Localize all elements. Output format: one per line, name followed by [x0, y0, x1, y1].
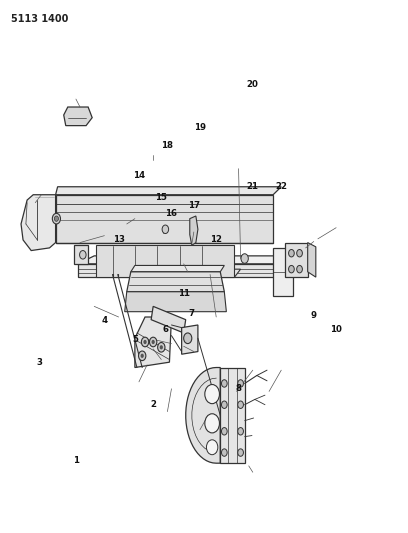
Text: 5113 1400: 5113 1400: [11, 14, 68, 24]
Polygon shape: [96, 269, 241, 277]
Polygon shape: [55, 195, 273, 243]
Circle shape: [149, 337, 157, 347]
Text: 22: 22: [275, 182, 287, 191]
Circle shape: [222, 449, 227, 456]
Circle shape: [238, 427, 244, 435]
Polygon shape: [125, 292, 226, 312]
Polygon shape: [135, 317, 171, 368]
Circle shape: [157, 343, 165, 352]
Text: 15: 15: [155, 193, 167, 202]
Circle shape: [205, 384, 220, 403]
Polygon shape: [190, 216, 198, 245]
Text: 11: 11: [177, 288, 190, 297]
Circle shape: [238, 379, 244, 387]
Text: 9: 9: [311, 311, 317, 320]
Polygon shape: [55, 187, 281, 195]
Text: 1: 1: [73, 456, 79, 465]
Polygon shape: [127, 272, 224, 292]
Circle shape: [144, 340, 146, 344]
Circle shape: [238, 449, 244, 456]
Polygon shape: [78, 256, 302, 264]
Text: 4: 4: [101, 316, 107, 325]
Text: 21: 21: [247, 182, 259, 191]
Text: 20: 20: [247, 80, 259, 89]
Text: 2: 2: [150, 400, 156, 409]
Circle shape: [162, 225, 169, 233]
Text: 10: 10: [330, 325, 342, 334]
Circle shape: [160, 345, 163, 350]
Polygon shape: [186, 368, 220, 463]
Polygon shape: [182, 325, 198, 354]
Polygon shape: [308, 243, 316, 277]
Circle shape: [288, 265, 294, 273]
Circle shape: [297, 249, 302, 257]
Text: 16: 16: [166, 209, 177, 218]
Circle shape: [139, 351, 146, 361]
Circle shape: [222, 427, 227, 435]
Polygon shape: [131, 265, 224, 272]
Text: 19: 19: [194, 123, 206, 132]
Circle shape: [206, 440, 218, 455]
Polygon shape: [78, 264, 285, 277]
Polygon shape: [96, 245, 235, 277]
Circle shape: [222, 401, 227, 408]
Circle shape: [142, 337, 149, 347]
Text: 18: 18: [162, 141, 173, 150]
Circle shape: [184, 333, 192, 344]
Polygon shape: [21, 195, 55, 251]
Text: 12: 12: [210, 236, 222, 245]
Circle shape: [297, 265, 302, 273]
Circle shape: [80, 251, 86, 259]
Text: 5: 5: [132, 335, 138, 344]
Polygon shape: [220, 368, 245, 463]
Polygon shape: [151, 306, 186, 333]
Text: 17: 17: [188, 201, 200, 210]
Polygon shape: [74, 245, 88, 264]
Text: 14: 14: [133, 171, 145, 180]
Text: 13: 13: [113, 236, 124, 245]
Circle shape: [151, 340, 155, 344]
Circle shape: [238, 401, 244, 408]
Circle shape: [141, 354, 144, 358]
Text: 8: 8: [235, 384, 242, 393]
Circle shape: [288, 249, 294, 257]
Text: 6: 6: [162, 325, 169, 334]
Text: 7: 7: [189, 309, 195, 318]
Polygon shape: [64, 107, 92, 126]
Circle shape: [205, 414, 220, 433]
Polygon shape: [285, 243, 308, 277]
Circle shape: [52, 213, 60, 224]
Circle shape: [54, 216, 58, 221]
Circle shape: [222, 379, 227, 387]
Polygon shape: [273, 248, 293, 296]
Text: 3: 3: [36, 358, 42, 367]
Circle shape: [241, 254, 248, 263]
